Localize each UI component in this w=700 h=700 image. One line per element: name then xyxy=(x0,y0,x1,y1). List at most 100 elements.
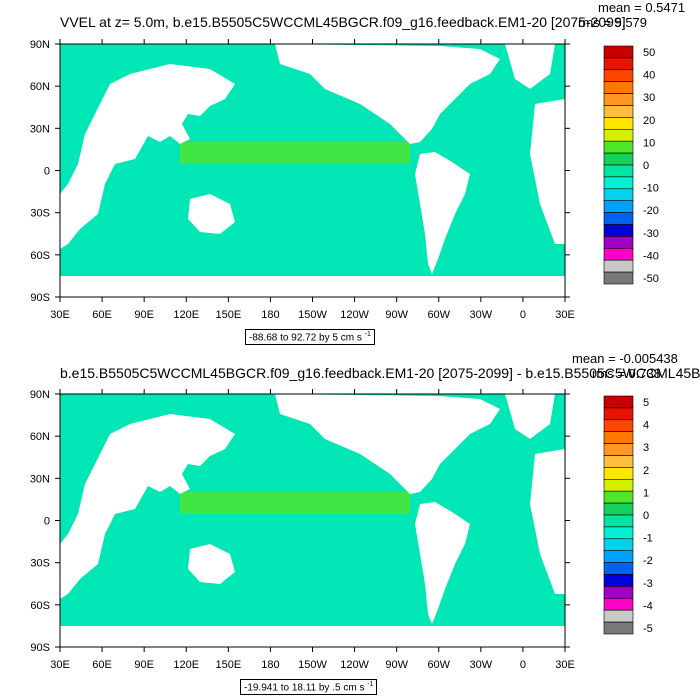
mean-label: mean = 0.5471 xyxy=(598,0,686,15)
lon-label: 90E xyxy=(134,659,154,671)
colorbar-swatch xyxy=(603,598,634,611)
lon-label: 120W xyxy=(340,309,369,321)
land-mass xyxy=(188,194,235,234)
colorbar-swatch xyxy=(603,45,634,59)
lon-label: 0 xyxy=(520,309,526,321)
land-mass xyxy=(530,449,565,594)
lon-label: 150W xyxy=(298,659,327,671)
map-title: VVEL at z= 5.0m, b.e15.B5505C5WCCML45BGC… xyxy=(60,14,626,30)
land-mass xyxy=(275,44,500,144)
rms-label: rms = 0.738 xyxy=(592,366,662,381)
colorbar-swatch xyxy=(603,224,634,237)
land-mass xyxy=(188,544,235,584)
map-area xyxy=(59,43,566,298)
colorbar-label: -3 xyxy=(643,578,653,590)
land-mass xyxy=(275,394,500,494)
colorbar-swatch xyxy=(603,188,634,202)
colorbar-swatch xyxy=(603,395,634,409)
colorbar-label: 1 xyxy=(643,487,649,499)
colorbar-swatch xyxy=(603,248,634,261)
land-mass xyxy=(530,99,565,244)
colorbar-swatch xyxy=(603,117,634,130)
colorbar-swatch xyxy=(603,514,634,528)
lat-label: 30N xyxy=(30,473,50,485)
lat-label: 30S xyxy=(30,208,50,220)
colorbar-swatch xyxy=(603,621,634,635)
lat-label: 60N xyxy=(30,431,50,443)
colorbar-swatch xyxy=(603,443,634,456)
lat-label: 90S xyxy=(30,642,50,654)
land-mass xyxy=(505,394,555,439)
lat-label: 30N xyxy=(30,123,50,135)
bottom-map-panel: b.e15.B5505C5WCCML45BGCR.f09_g16.feedbac… xyxy=(0,350,700,700)
lon-label: 30W xyxy=(470,309,493,321)
top-map-panel: VVEL at z= 5.0m, b.e15.B5505C5WCCML45BGC… xyxy=(30,0,686,346)
lon-label: 60E xyxy=(92,659,112,671)
colorbar-label: 2 xyxy=(643,465,649,477)
land-mass xyxy=(415,152,470,274)
colorbar-label: -10 xyxy=(643,183,659,195)
lon-label: 30E xyxy=(555,309,575,321)
colorbar-swatch xyxy=(603,455,634,468)
colorbar-swatch xyxy=(603,550,634,563)
colorbar-swatch xyxy=(603,212,634,225)
lon-label: 120E xyxy=(173,659,199,671)
lat-label: 0 xyxy=(44,166,50,178)
lon-label: 90E xyxy=(134,309,154,321)
colorbar: 50 40 30 20 10 0 -10 -20 -30 -40 -50 xyxy=(603,45,659,285)
lon-label: 180 xyxy=(261,659,279,671)
colorbar-swatch xyxy=(603,57,634,71)
colorbar-label: -5 xyxy=(643,623,653,635)
colorbar-swatch xyxy=(603,609,634,623)
colorbar-swatch xyxy=(603,81,634,94)
colorbar-swatch xyxy=(603,164,634,178)
colorbar-swatch xyxy=(603,467,634,480)
colorbar-swatch xyxy=(603,93,634,106)
map-area xyxy=(59,393,566,648)
colorbar-label: 10 xyxy=(643,137,655,149)
colorbar-label: 3 xyxy=(643,442,649,454)
lat-label: 30S xyxy=(30,558,50,570)
colorbar-label: 4 xyxy=(643,420,649,432)
lat-label: 60S xyxy=(30,600,50,612)
lon-label: 150E xyxy=(215,309,241,321)
colorbar-swatch xyxy=(603,271,634,285)
colorbar-label: -1 xyxy=(643,533,653,545)
rms-label: rms = 5.579 xyxy=(578,15,648,30)
lon-label: 60E xyxy=(92,309,112,321)
lon-label: 30E xyxy=(50,659,70,671)
lon-label: 120E xyxy=(173,309,199,321)
land-mass xyxy=(60,394,235,599)
land-mass xyxy=(505,44,555,89)
colorbar-label: 0 xyxy=(643,510,649,522)
lat-label: 60S xyxy=(30,250,50,262)
mean-label: mean = -0.005438 xyxy=(572,351,678,366)
lon-label: 150W xyxy=(298,309,327,321)
contour-range-label: -88.68 to 92.72 by 5 cm s -1 xyxy=(245,329,375,346)
colorbar-label: -2 xyxy=(643,555,653,567)
colorbar-label: -30 xyxy=(643,228,659,240)
land-mass xyxy=(60,44,235,249)
colorbar-label: 5 xyxy=(643,397,649,409)
lat-label: 90N xyxy=(30,389,50,401)
lat-label: 0 xyxy=(44,516,50,528)
colorbar-swatch xyxy=(603,407,634,421)
colorbar-swatch xyxy=(603,200,634,213)
lat-label: 90N xyxy=(30,39,50,51)
lon-label: 30E xyxy=(50,309,70,321)
colorbar-swatch xyxy=(603,140,634,154)
colorbar-label: 40 xyxy=(643,70,655,82)
colorbar-label: -40 xyxy=(643,250,659,262)
lon-label: 0 xyxy=(520,659,526,671)
lon-label: 150E xyxy=(215,659,241,671)
colorbar-swatch xyxy=(603,586,634,599)
colorbar-swatch xyxy=(603,502,634,516)
lon-label: 30W xyxy=(470,659,493,671)
colorbar-swatch xyxy=(603,129,634,142)
colorbar-label: 30 xyxy=(643,92,655,104)
lon-label: 180 xyxy=(261,309,279,321)
colorbar-swatch xyxy=(603,479,634,492)
colorbar-swatch xyxy=(603,490,634,504)
land-mass xyxy=(60,276,565,297)
